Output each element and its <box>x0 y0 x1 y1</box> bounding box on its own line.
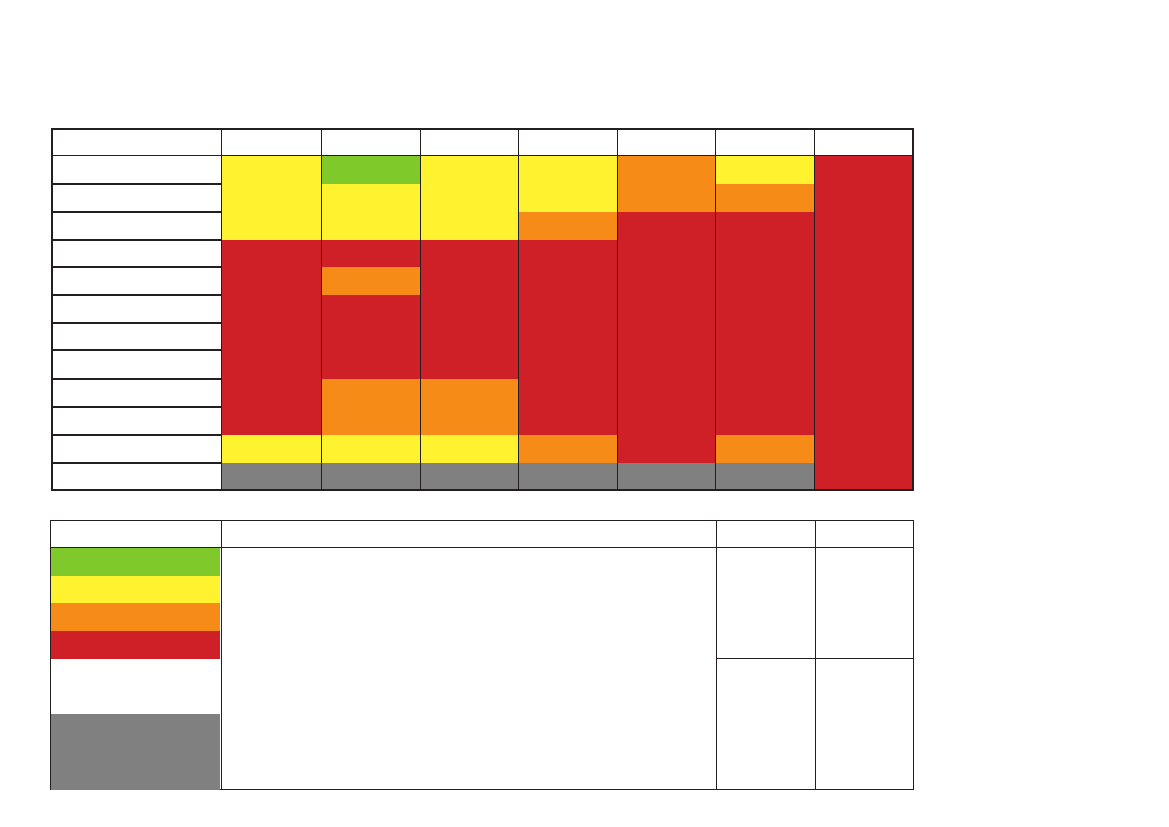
matrix-cell-grey <box>322 463 420 489</box>
matrix-cell-grey <box>222 463 321 489</box>
matrix-cell-yellow <box>519 156 617 212</box>
matrix-cell-yellow <box>421 435 518 463</box>
matrix-cell-red <box>222 240 321 435</box>
matrix-row-label <box>53 183 221 185</box>
matrix-cell-red <box>322 240 420 267</box>
matrix-row-label <box>53 406 221 408</box>
legend-divider-2 <box>716 520 717 790</box>
matrix-cell-grey <box>618 463 715 489</box>
matrix-cell-yellow <box>716 156 814 184</box>
matrix-cell-orange <box>519 435 617 463</box>
matrix-cell-orange <box>421 379 518 435</box>
matrix-cell-orange <box>716 184 814 212</box>
matrix-cell-red <box>421 240 518 379</box>
matrix-header-row <box>51 128 914 156</box>
matrix-bottom-border <box>51 489 914 491</box>
matrix-row-label <box>53 462 221 464</box>
matrix-cell-orange <box>519 212 617 240</box>
matrix-column-divider <box>518 156 519 489</box>
matrix-cell-red <box>815 156 912 489</box>
matrix-cell-red <box>716 212 814 435</box>
matrix-row-label <box>53 322 221 324</box>
matrix-cell-yellow <box>222 435 321 463</box>
matrix-cell-orange <box>322 267 420 295</box>
legend-frame <box>50 520 914 790</box>
legend-swatch-orange <box>51 603 220 631</box>
matrix-header-cell <box>715 130 716 156</box>
matrix-cell-yellow <box>222 156 321 240</box>
legend-divider-1 <box>221 520 222 790</box>
matrix-header-cell <box>814 130 815 156</box>
matrix-cell-orange <box>618 156 715 212</box>
legend-swatch-green <box>51 548 220 576</box>
legend-divider-3 <box>815 520 816 790</box>
matrix-row-label <box>53 211 221 213</box>
matrix-row-label <box>53 434 221 436</box>
matrix-cell-grey <box>519 463 617 489</box>
matrix-row-label <box>53 266 221 268</box>
matrix-cell-grey <box>421 463 518 489</box>
matrix-header-cell <box>321 130 322 156</box>
matrix-cell-red <box>322 295 420 379</box>
matrix-column-divider <box>617 156 618 489</box>
matrix-row-label <box>53 294 221 296</box>
legend-swatch-red <box>51 631 220 659</box>
matrix-cell-red <box>519 240 617 435</box>
legend-swatch-white <box>51 659 220 714</box>
matrix-header-cell <box>221 130 222 156</box>
matrix-column-divider <box>420 156 421 489</box>
matrix-cell-green <box>322 156 420 184</box>
matrix-cell-yellow <box>322 435 420 463</box>
matrix-cell-grey <box>716 463 814 489</box>
matrix-row-label <box>53 239 221 241</box>
matrix-cell-yellow <box>322 184 420 240</box>
matrix-cell-orange <box>716 435 814 463</box>
matrix-row-label <box>53 349 221 351</box>
matrix-header-cell <box>617 130 618 156</box>
matrix-column-divider <box>814 156 815 489</box>
matrix-cell-red <box>618 212 715 463</box>
matrix-cell-orange <box>322 379 420 435</box>
matrix-header-cell <box>420 130 421 156</box>
legend-right-split <box>716 658 914 659</box>
matrix-column-divider <box>715 156 716 489</box>
legend-swatch-grey <box>51 714 220 790</box>
legend-swatch-yellow <box>51 576 220 603</box>
legend-header-divider <box>50 547 914 548</box>
matrix-column-divider <box>321 156 322 489</box>
matrix-row-label <box>53 378 221 380</box>
matrix-right-border <box>912 128 914 491</box>
matrix-header-cell <box>518 130 519 156</box>
matrix-cell-yellow <box>421 156 518 240</box>
